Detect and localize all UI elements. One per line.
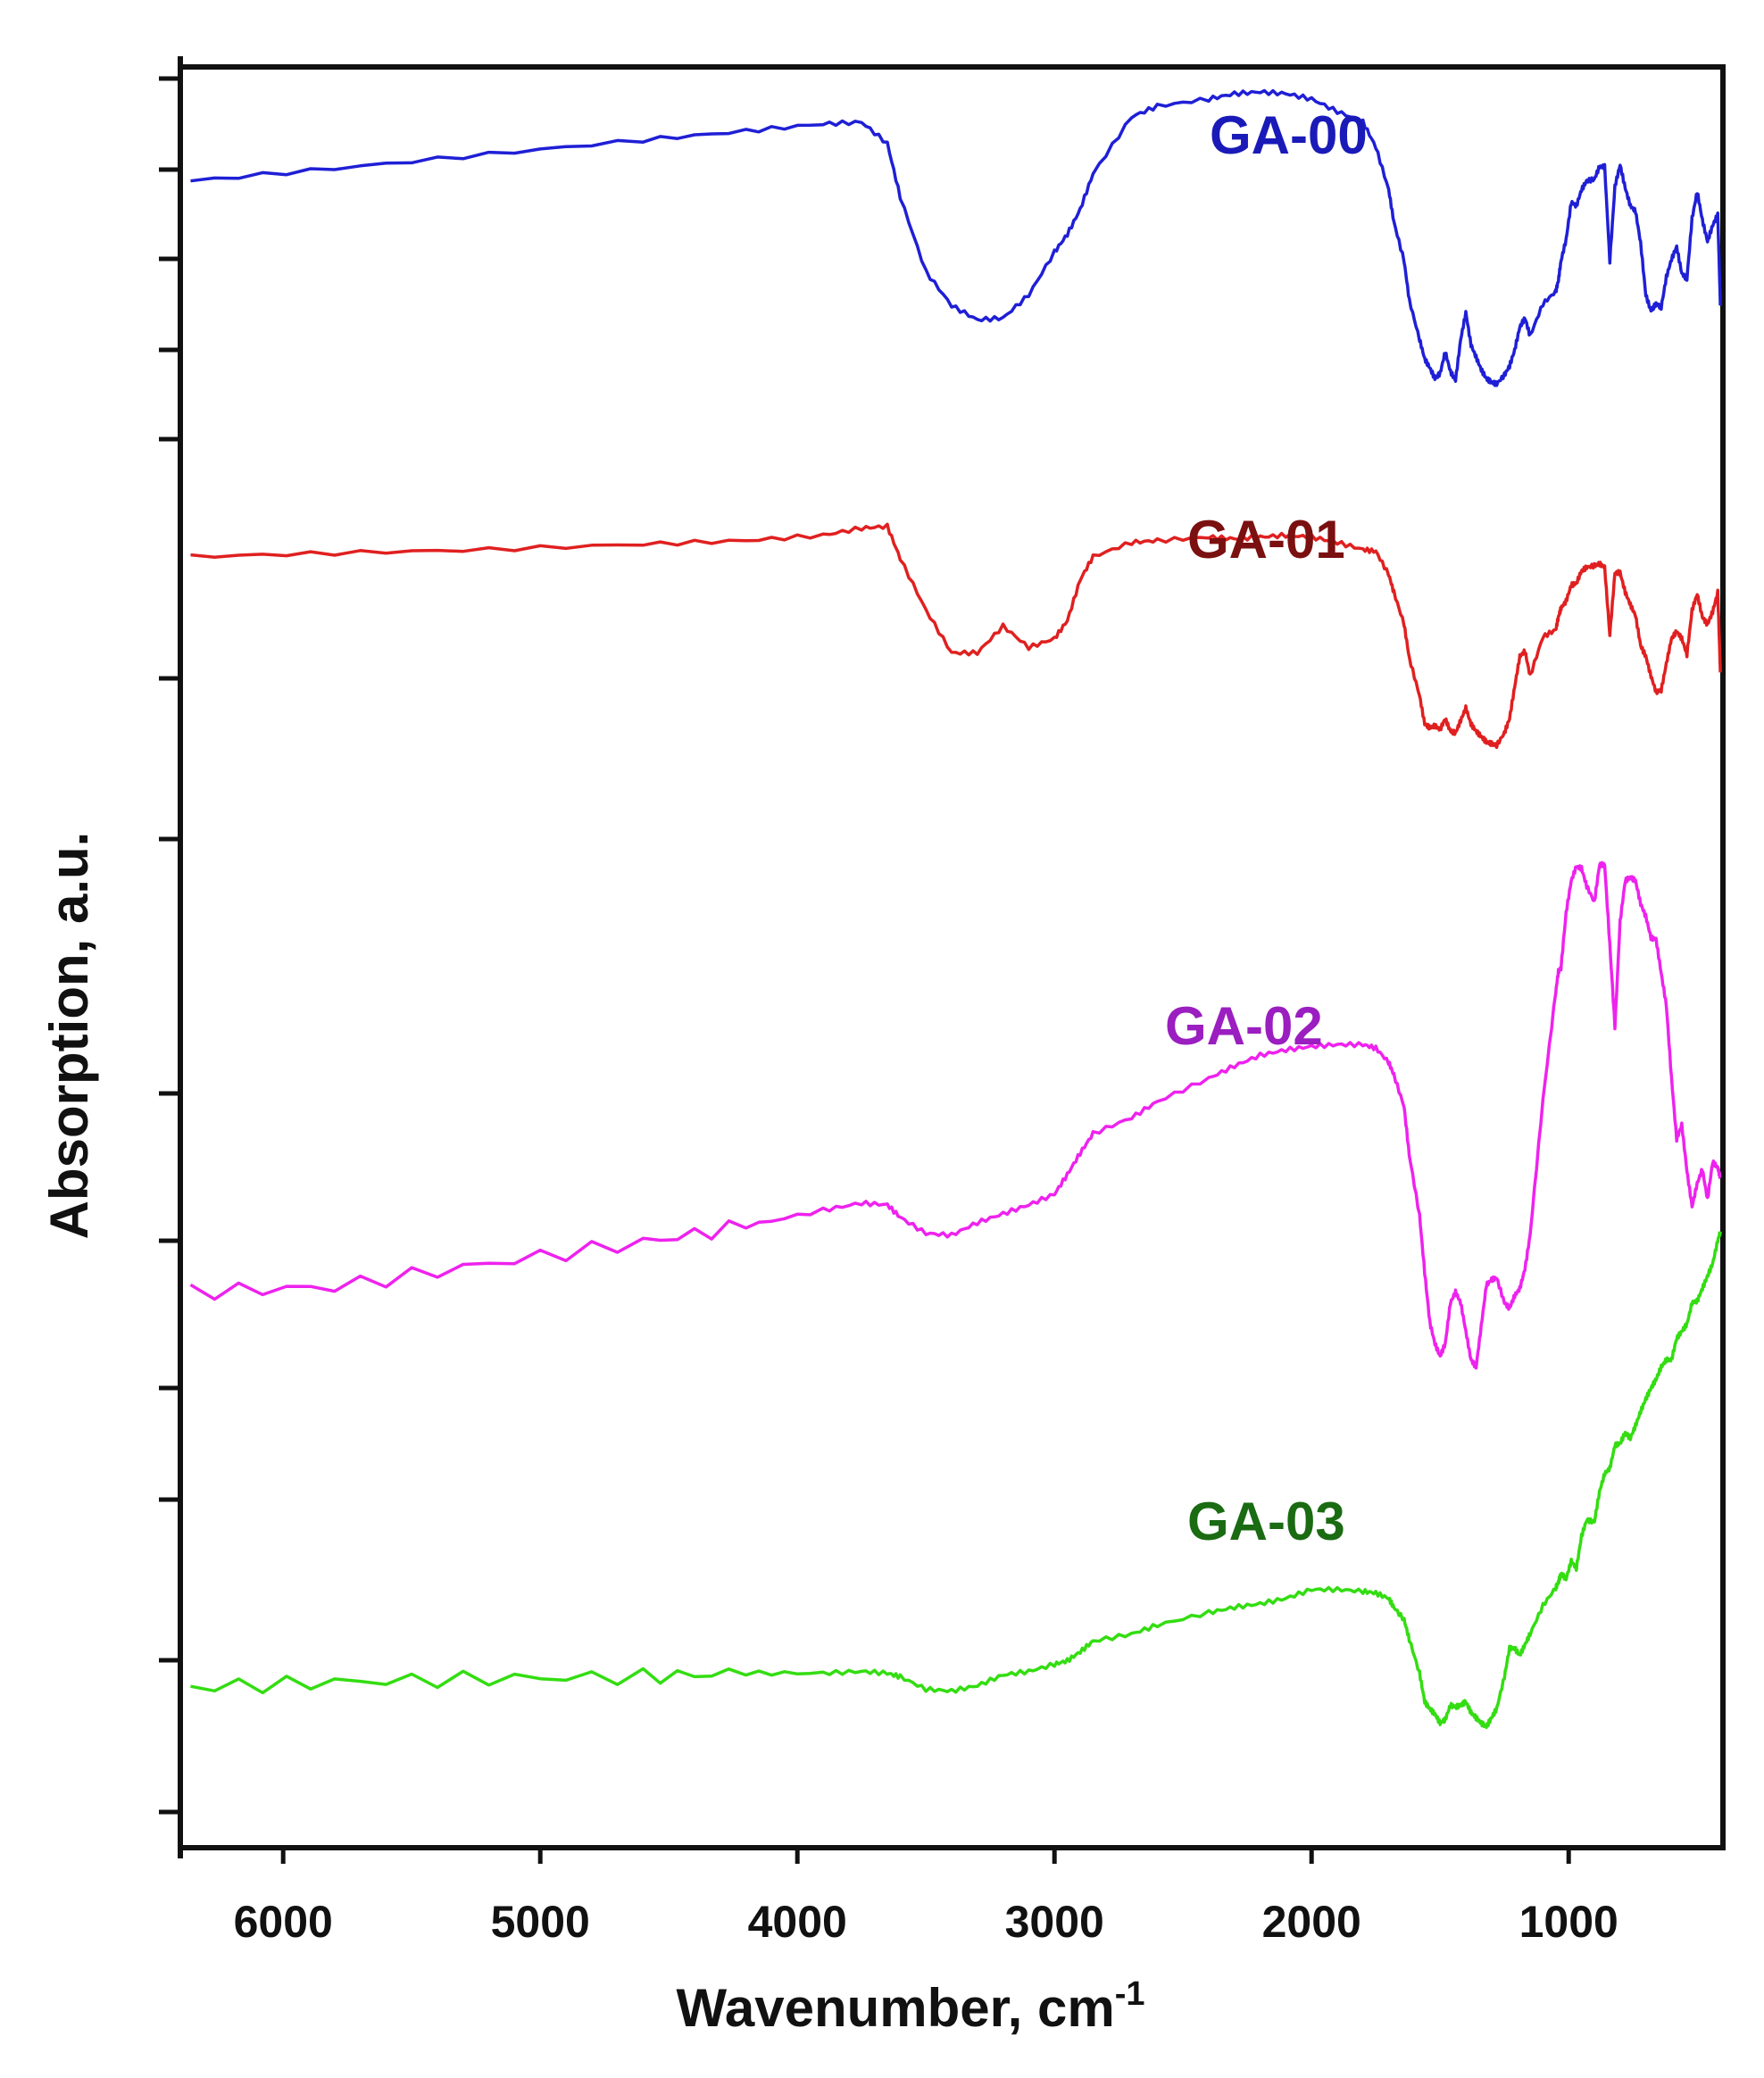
series-line-ga-00 [190,88,1722,387]
x-axis-title: Wavenumber, cm-1 [676,1975,1144,2038]
series-lines [189,88,1722,1730]
x-tick-label-3000: 3000 [1005,1897,1104,1947]
plot-frame [178,64,1726,1850]
y-axis-title: Absorption, a.u. [39,832,99,1240]
x-tick-label-1000: 1000 [1519,1897,1618,1947]
series-label-ga-01: GA-01 [1187,510,1345,569]
x-tick-label-6000: 6000 [234,1897,333,1947]
series-line-ga-03 [190,1231,1722,1730]
x-axis-title-superscript: -1 [1115,1975,1145,2013]
series-label-ga-00: GA-00 [1210,105,1368,165]
x-tick-label-5000: 5000 [491,1897,590,1947]
y-axis-ticks [159,76,180,1815]
series-line-ga-02 [189,860,1722,1370]
series-label-ga-02: GA-02 [1165,996,1323,1056]
x-tick-label-4000: 4000 [748,1897,847,1947]
x-tick-label-2000: 2000 [1262,1897,1361,1947]
series-labels: GA-00 GA-01 GA-02 GA-03 [1165,105,1368,1551]
x-axis-ticks: 6000 5000 4000 3000 2000 1000 [234,1848,1618,1947]
series-line-ga-01 [190,522,1722,750]
x-axis-title-text: Wavenumber, cm [676,1978,1114,2038]
series-label-ga-03: GA-03 [1187,1492,1345,1551]
